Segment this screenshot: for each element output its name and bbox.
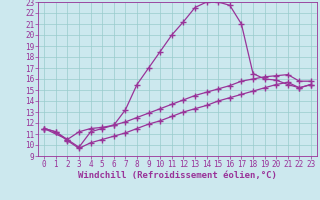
X-axis label: Windchill (Refroidissement éolien,°C): Windchill (Refroidissement éolien,°C)	[78, 171, 277, 180]
